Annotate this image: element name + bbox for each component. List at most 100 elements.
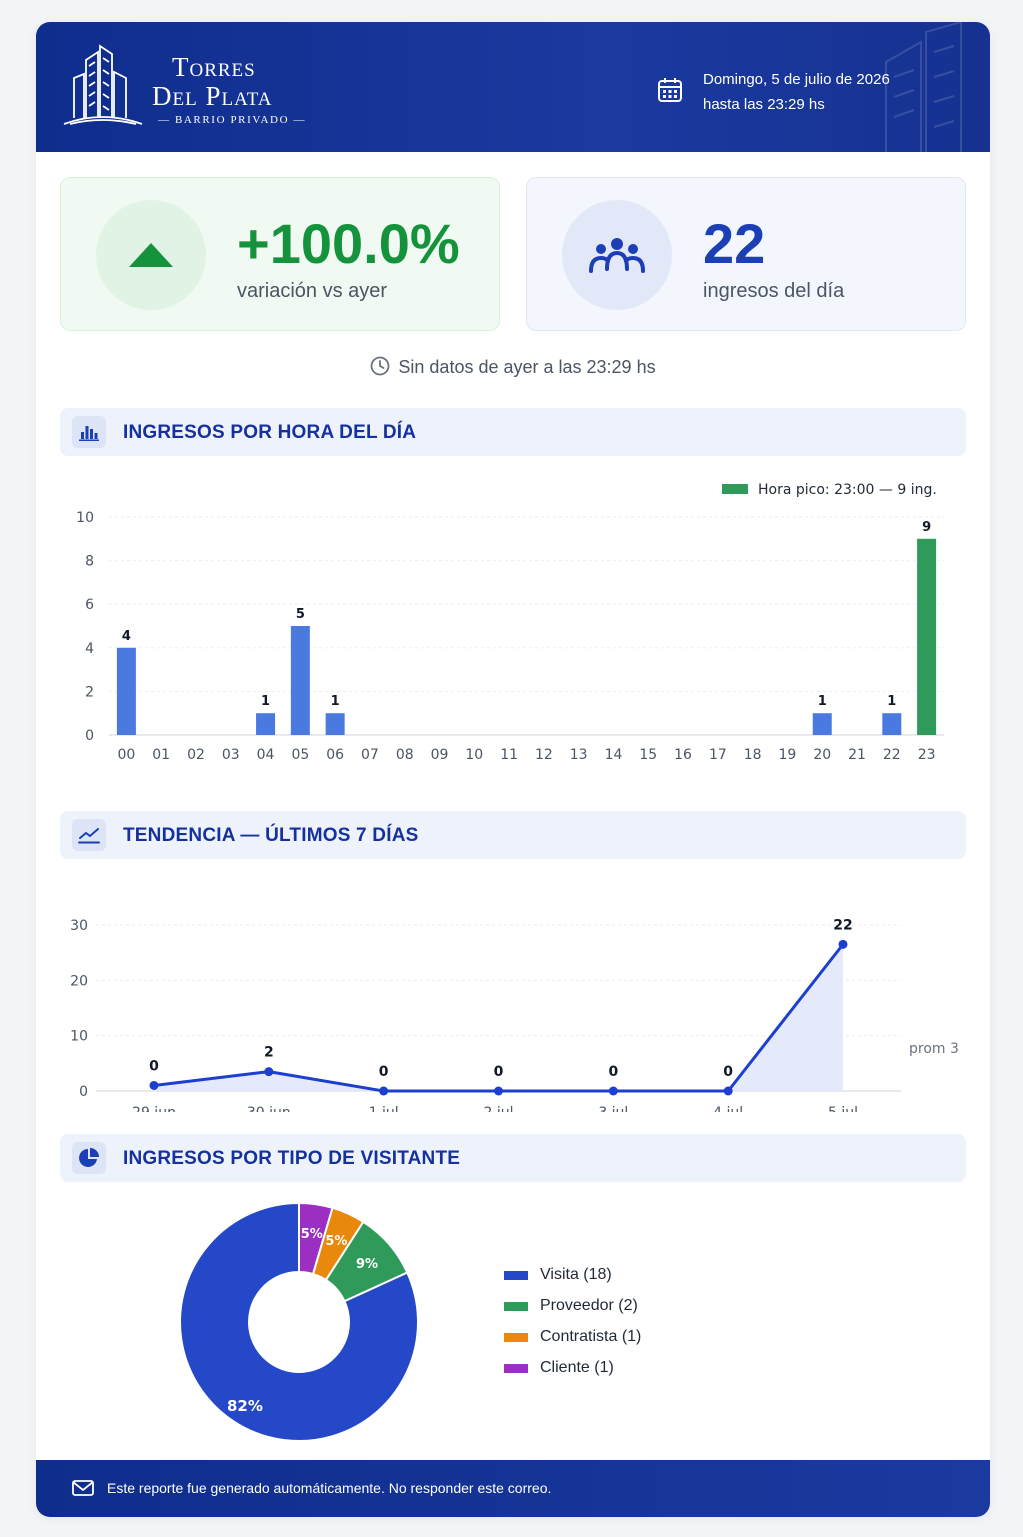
x-tick-label: 30 jun <box>247 1105 291 1112</box>
x-tick-label: 11 <box>500 747 518 763</box>
y-tick-label: 0 <box>79 1084 88 1100</box>
legend-label-visita: Visita (18) <box>540 1266 612 1283</box>
arrow-up-icon <box>129 243 173 267</box>
bar-05 <box>290 626 310 735</box>
bar-data-label: 9 <box>922 520 931 535</box>
bar-04 <box>256 713 276 735</box>
report-header: Torres Del Plata — BARRIO PRIVADO — Domi… <box>36 22 990 152</box>
legend-label-contratista: Contratista (1) <box>540 1328 642 1345</box>
section-trend-title: TENDENCIA — ÚLTIMOS 7 DÍAS <box>123 825 419 846</box>
x-tick-label: 04 <box>257 747 275 763</box>
report-footer: Este reporte fue generado automáticament… <box>36 1460 990 1517</box>
bar-data-label: 1 <box>331 694 340 709</box>
y-tick-label: 20 <box>70 973 88 989</box>
bar-23 <box>917 538 937 735</box>
average-label: prom 3 <box>909 1041 959 1057</box>
x-tick-label: 10 <box>465 747 483 763</box>
trend-data-label: 2 <box>264 1045 274 1061</box>
x-tick-label: 14 <box>605 747 623 763</box>
trend-data-label: 0 <box>494 1064 504 1080</box>
line-chart-icon <box>78 828 100 844</box>
trend-data-label: 22 <box>833 917 852 933</box>
x-tick-label: 19 <box>779 747 797 763</box>
section-types-header: INGRESOS POR TIPO DE VISITANTE <box>60 1134 966 1182</box>
pie-chart-icon <box>79 1148 99 1167</box>
people-group-icon <box>589 238 645 273</box>
y-tick-label: 2 <box>85 684 94 700</box>
section-types-title: INGRESOS POR TIPO DE VISITANTE <box>123 1148 461 1169</box>
x-tick-label: 18 <box>744 747 762 763</box>
kpi-variation-card: +100.0% variación vs ayer <box>60 177 500 331</box>
bar-chart-icon <box>79 426 99 441</box>
trend-point-5 <box>608 1086 618 1096</box>
towers-watermark <box>885 22 962 152</box>
section-hourly-header: INGRESOS POR HORA DEL DÍA <box>60 408 966 456</box>
bar-data-label: 4 <box>122 629 131 644</box>
x-tick-label: 17 <box>709 747 727 763</box>
x-tick-label: 00 <box>117 747 135 763</box>
trend-point-7 <box>838 939 848 949</box>
trend-point-4 <box>494 1086 503 1096</box>
trend-point-6 <box>723 1086 733 1096</box>
trend-area <box>154 944 843 1091</box>
x-tick-label: 13 <box>570 747 588 763</box>
bar-00 <box>116 647 136 735</box>
donut-pct-label-cliente: 5% <box>301 1227 323 1242</box>
x-tick-label: 03 <box>222 747 240 763</box>
y-tick-label: 10 <box>76 510 94 526</box>
bar-22 <box>882 713 902 735</box>
kpi-total-value: 22 <box>703 212 766 275</box>
x-tick-label: 05 <box>291 747 309 763</box>
brand-line-2: Del Plata <box>152 81 273 111</box>
y-tick-label: 8 <box>85 554 94 570</box>
kpi-total-card: 22 ingresos del día <box>526 177 966 331</box>
bar-data-label: 5 <box>296 607 305 622</box>
brand-subtitle: — BARRIO PRIVADO — <box>158 114 307 126</box>
legend-swatch-contratista <box>504 1333 528 1342</box>
kpi-variation-label: variación vs ayer <box>237 280 388 302</box>
report-date: Domingo, 5 de julio de 2026 <box>703 71 890 88</box>
bar-data-label: 1 <box>818 694 827 709</box>
x-tick-label: 3 jul <box>598 1105 628 1112</box>
report-card: Torres Del Plata — BARRIO PRIVADO — Domi… <box>36 22 990 1517</box>
line-chart-icon-badge <box>72 819 106 851</box>
x-tick-label: 01 <box>152 747 170 763</box>
x-tick-label: 2 jul <box>483 1105 513 1112</box>
kpi-variation-value: +100.0% <box>237 212 460 275</box>
bar-20 <box>812 713 832 735</box>
x-tick-label: 15 <box>639 747 657 763</box>
section-trend-header: TENDENCIA — ÚLTIMOS 7 DÍAS <box>60 811 966 859</box>
x-tick-label: 07 <box>361 747 379 763</box>
x-tick-label: 29 jun <box>132 1105 176 1112</box>
y-tick-label: 0 <box>85 728 94 744</box>
mail-icon <box>72 1480 94 1496</box>
donut-pct-label-contratista: 5% <box>325 1234 347 1249</box>
calendar-icon <box>658 78 682 102</box>
y-tick-label: 4 <box>85 641 94 657</box>
legend-swatch-cliente <box>504 1364 528 1373</box>
y-tick-label: 10 <box>70 1029 88 1045</box>
section-hourly-title: INGRESOS POR HORA DEL DÍA <box>123 422 417 443</box>
kpi-total-label: ingresos del día <box>703 280 845 302</box>
donut-pct-label-visita: 82% <box>227 1397 263 1415</box>
trend-data-label: 0 <box>149 1058 159 1074</box>
trend-line-chart: 0 10 20 30 0 29 jun 2 30 jun 0 1 jul 0 2 jul 0 3 jul 0… <box>70 917 959 1112</box>
towers-logo <box>63 44 143 125</box>
trend-data-label: 0 <box>723 1064 733 1080</box>
x-tick-label: 4 jul <box>713 1105 743 1112</box>
trend-point-1 <box>149 1080 159 1090</box>
visitor-type-donut-chart: 5% 5% 9% 82% <box>179 1202 419 1442</box>
x-tick-label: 23 <box>918 747 936 763</box>
x-tick-label: 1 jul <box>369 1105 399 1112</box>
clock-icon <box>371 356 390 376</box>
bar-data-label: 1 <box>887 694 896 709</box>
legend-label-peak: Hora pico: 23:00 — 9 ing. <box>758 482 937 498</box>
y-tick-label: 6 <box>85 597 94 613</box>
legend-label-cliente: Cliente (1) <box>540 1359 614 1376</box>
bar-data-label: 1 <box>261 694 270 709</box>
x-tick-label: 21 <box>848 747 866 763</box>
comparison-note: Sin datos de ayer a las 23:29 hs <box>36 356 990 378</box>
trend-data-label: 0 <box>379 1064 389 1080</box>
x-tick-label: 08 <box>396 747 414 763</box>
